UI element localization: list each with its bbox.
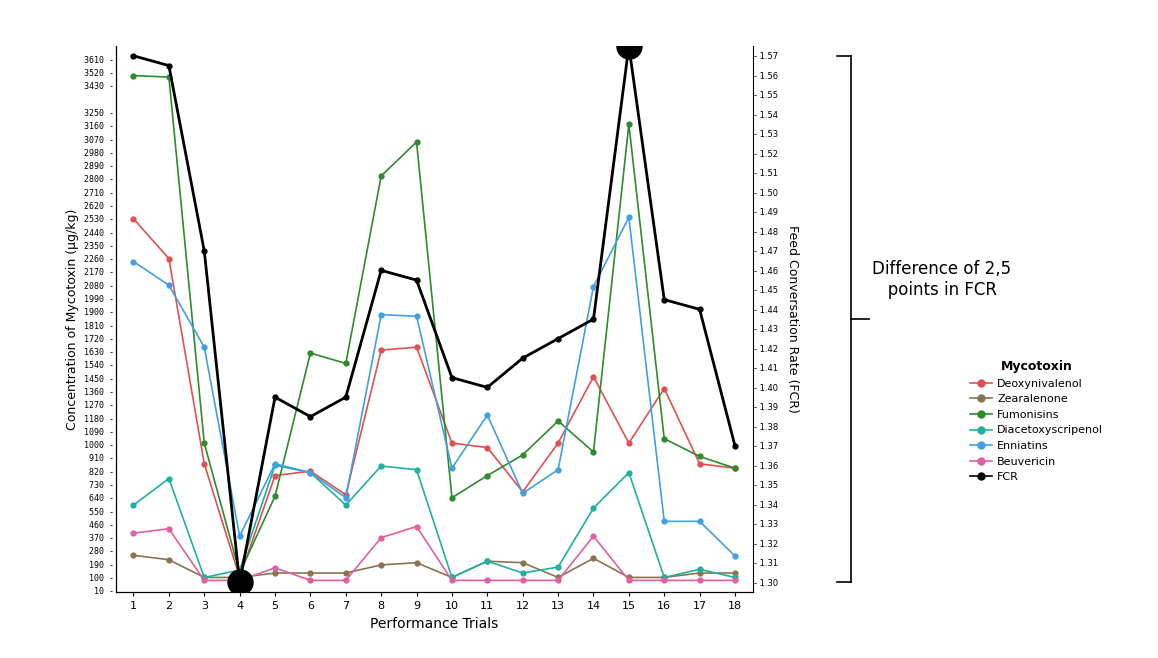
Y-axis label: Concentration of Mycotoxin (µg/kg): Concentration of Mycotoxin (µg/kg)	[66, 209, 79, 430]
Y-axis label: Feed Conversation Rate (FCR): Feed Conversation Rate (FCR)	[786, 225, 799, 413]
Legend: Deoxynivalenol, Zearalenone, Fumonisins, Diacetoxyscripenol, Enniatins, Beuveric: Deoxynivalenol, Zearalenone, Fumonisins,…	[969, 360, 1104, 482]
X-axis label: Performance Trials: Performance Trials	[371, 617, 498, 631]
Text: Difference of 2,5
   points in FCR: Difference of 2,5 points in FCR	[872, 261, 1011, 299]
